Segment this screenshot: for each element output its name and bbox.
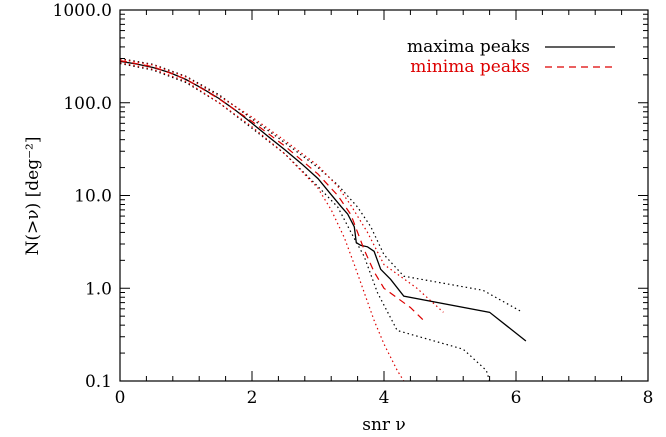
y-tick-label: 10.0	[74, 187, 112, 207]
tick-labels: 0 2 4 6 8 0.1 1.0 10.0 100.0 1000.0	[53, 1, 654, 408]
series-line-0-solid	[120, 60, 527, 342]
series-line-5-dotted	[120, 62, 405, 381]
legend-label: maxima peaks	[407, 37, 530, 57]
ticks	[119, 9, 649, 382]
legend-label: minima peaks	[410, 57, 530, 77]
x-tick-label: 8	[643, 388, 654, 408]
plot-lines	[120, 57, 527, 381]
series-line-3-dashed	[120, 60, 425, 321]
y-tick-label: 100.0	[63, 94, 112, 114]
y-axis-title: N(>ν) [deg⁻²]	[23, 137, 43, 256]
x-tick-label: 6	[511, 388, 522, 408]
series-line-1-dotted	[120, 57, 523, 313]
series-line-4-dotted	[120, 58, 444, 313]
x-axis-title: snr ν	[362, 415, 406, 435]
y-tick-label: 0.1	[85, 372, 112, 392]
x-tick-label: 2	[247, 388, 258, 408]
x-tick-label: 4	[379, 388, 390, 408]
plot-frame	[119, 9, 649, 382]
y-tick-label: 1000.0	[53, 1, 112, 21]
axes	[119, 9, 649, 382]
y-tick-label: 1.0	[85, 279, 112, 299]
series-line-2-dotted	[120, 62, 491, 381]
x-tick-label: 0	[115, 388, 126, 408]
